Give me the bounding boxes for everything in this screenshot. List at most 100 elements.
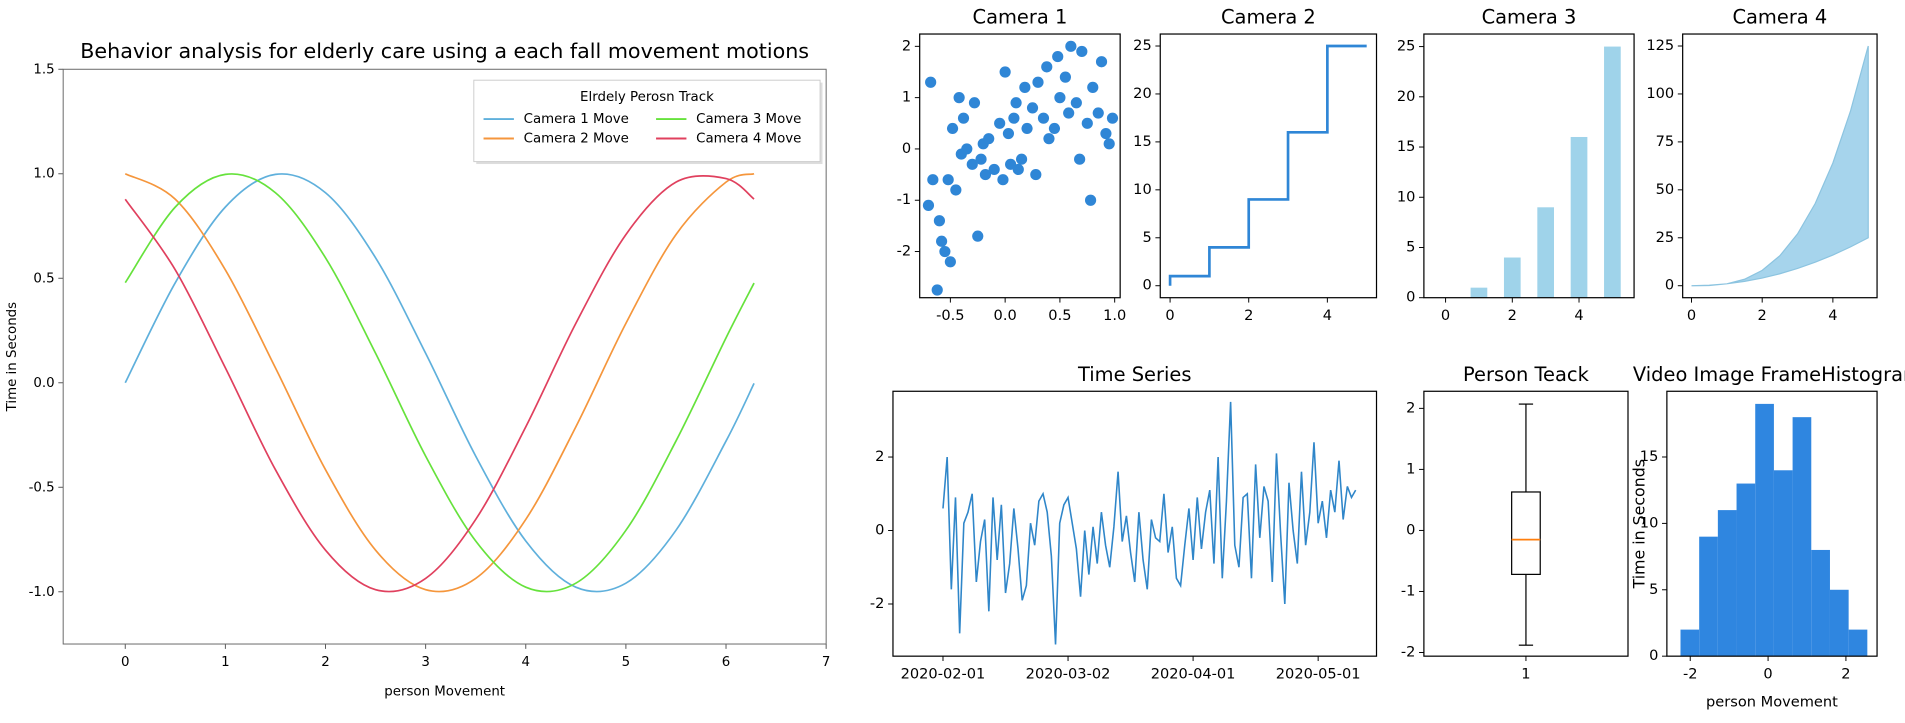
histogram-bar	[1755, 403, 1774, 657]
x-tick-label: 2	[1244, 307, 1253, 324]
y-tick-label: 5	[1406, 238, 1415, 255]
histogram-bar	[1736, 483, 1756, 657]
y-tick-label: 25	[1133, 37, 1152, 54]
axes-frame	[1423, 390, 1629, 657]
y-tick-label: 5	[1142, 229, 1151, 246]
bar	[1537, 207, 1555, 298]
x-tick-label: 0	[1763, 665, 1772, 682]
scatter-point	[1059, 71, 1071, 83]
x-tick-label: 1	[221, 655, 229, 670]
legend-label: Camera 3 Move	[696, 112, 801, 127]
line-series	[124, 174, 755, 593]
axes-frame	[1682, 33, 1878, 299]
scatter-point	[1041, 61, 1053, 73]
line-series	[124, 172, 755, 593]
scatter-point	[950, 184, 962, 196]
x-tick-label: 2020-03-02	[1026, 665, 1111, 682]
scatter-point	[1063, 107, 1075, 119]
chart-title: Camera 3	[1482, 6, 1577, 29]
y-tick-label: -1	[1401, 582, 1416, 599]
scatter-point	[979, 168, 992, 181]
scatter-point	[1019, 81, 1031, 93]
histogram-bar	[1699, 536, 1718, 657]
histogram-bar	[1811, 549, 1830, 657]
axes-frame	[62, 68, 827, 645]
scatter-point	[983, 133, 995, 145]
y-tick-label: 5	[1649, 581, 1658, 598]
chart-title: Time Series	[1077, 363, 1192, 386]
y-tick-label: 1.5	[33, 62, 54, 77]
legend-label: Camera 2 Move	[524, 132, 629, 147]
y-tick-label: 50	[1656, 181, 1675, 198]
x-tick-label: 5	[622, 655, 630, 670]
y-tick-label: 20	[1133, 85, 1152, 102]
axes-frame	[1423, 33, 1635, 299]
scatter-point	[1065, 40, 1077, 52]
scatter-point	[1106, 112, 1119, 124]
subplot: Camera 4 0 2 4 0 25 50 75 100 125	[1646, 6, 1878, 324]
x-tick-label: 2	[1841, 665, 1850, 682]
x-tick-label: 0	[1441, 307, 1450, 324]
axes-frame	[1159, 33, 1378, 299]
y-tick-label: -2	[870, 595, 885, 612]
axes-frame	[892, 390, 1378, 657]
subplot: Behavior analysis for elderly care using…	[5, 39, 830, 699]
y-tick-label: 15	[1397, 138, 1416, 155]
scatter-point	[994, 117, 1006, 129]
histogram-bar	[1829, 589, 1849, 657]
scatter-point	[999, 66, 1011, 78]
y-tick-label: 75	[1656, 133, 1675, 150]
x-tick-label: 4	[1574, 307, 1583, 324]
scatter-point	[922, 199, 935, 211]
scatter-point	[953, 92, 965, 104]
y-tick-label: 1.0	[33, 167, 54, 182]
x-axis-label: person Movement	[384, 684, 505, 699]
scatter-point	[1021, 122, 1033, 135]
scatter-point	[1103, 138, 1115, 150]
y-tick-label: 10	[1397, 188, 1416, 205]
scatter-point	[1012, 163, 1024, 176]
scatter-point	[1043, 133, 1055, 145]
fill-between	[1691, 45, 1869, 287]
bar	[1503, 257, 1521, 298]
y-tick-label: 1	[902, 89, 911, 106]
y-tick-label: 0	[1665, 277, 1674, 294]
scatter-point	[1087, 81, 1099, 93]
subplot: Person Teack 1 -2 -1 0 1 2	[1401, 363, 1629, 682]
histogram-bar	[1848, 629, 1868, 657]
axes-frame	[1666, 390, 1878, 657]
scatter-point	[1030, 168, 1042, 181]
y-tick-label: -1.0	[29, 585, 55, 600]
legend-label: Camera 1 Move	[524, 112, 629, 127]
chart-title: Person Teack	[1463, 363, 1590, 386]
chart-title: Video Image FrameHistograr	[1633, 363, 1905, 386]
y-tick-label: 0	[875, 522, 884, 539]
y-tick-label: 10	[1133, 181, 1152, 198]
scatter-point	[925, 76, 937, 88]
y-tick-label: 125	[1646, 37, 1674, 54]
bar	[1604, 46, 1621, 298]
box	[1511, 491, 1541, 575]
y-tick-label: 0	[1649, 647, 1658, 664]
x-tick-label: -0.5	[936, 307, 964, 324]
x-tick-label: 4	[1323, 307, 1332, 324]
y-tick-label: 10	[1640, 514, 1659, 531]
scatter-point	[997, 174, 1009, 186]
scatter-point	[927, 174, 939, 186]
scatter-point	[1095, 56, 1108, 68]
scatter-point	[1015, 153, 1028, 165]
subplot: Time Series 2020-02-01 2020-03-02 2020-04-0…	[870, 363, 1378, 682]
scatter-point	[1002, 127, 1015, 140]
y-axis-label: Time in Seconds	[1630, 459, 1649, 589]
y-tick-label: 0	[902, 140, 911, 157]
y-tick-label: 0.5	[33, 271, 54, 286]
scatter-point	[1076, 45, 1088, 58]
scatter-point	[1070, 97, 1082, 109]
scatter-point	[968, 97, 981, 109]
x-tick-label: 7	[822, 655, 830, 670]
scatter-point	[1048, 122, 1061, 135]
y-tick-label: 1	[1406, 460, 1415, 477]
legend: Elrdely Perosn Track Camera 1 Move Camera …	[473, 79, 823, 165]
